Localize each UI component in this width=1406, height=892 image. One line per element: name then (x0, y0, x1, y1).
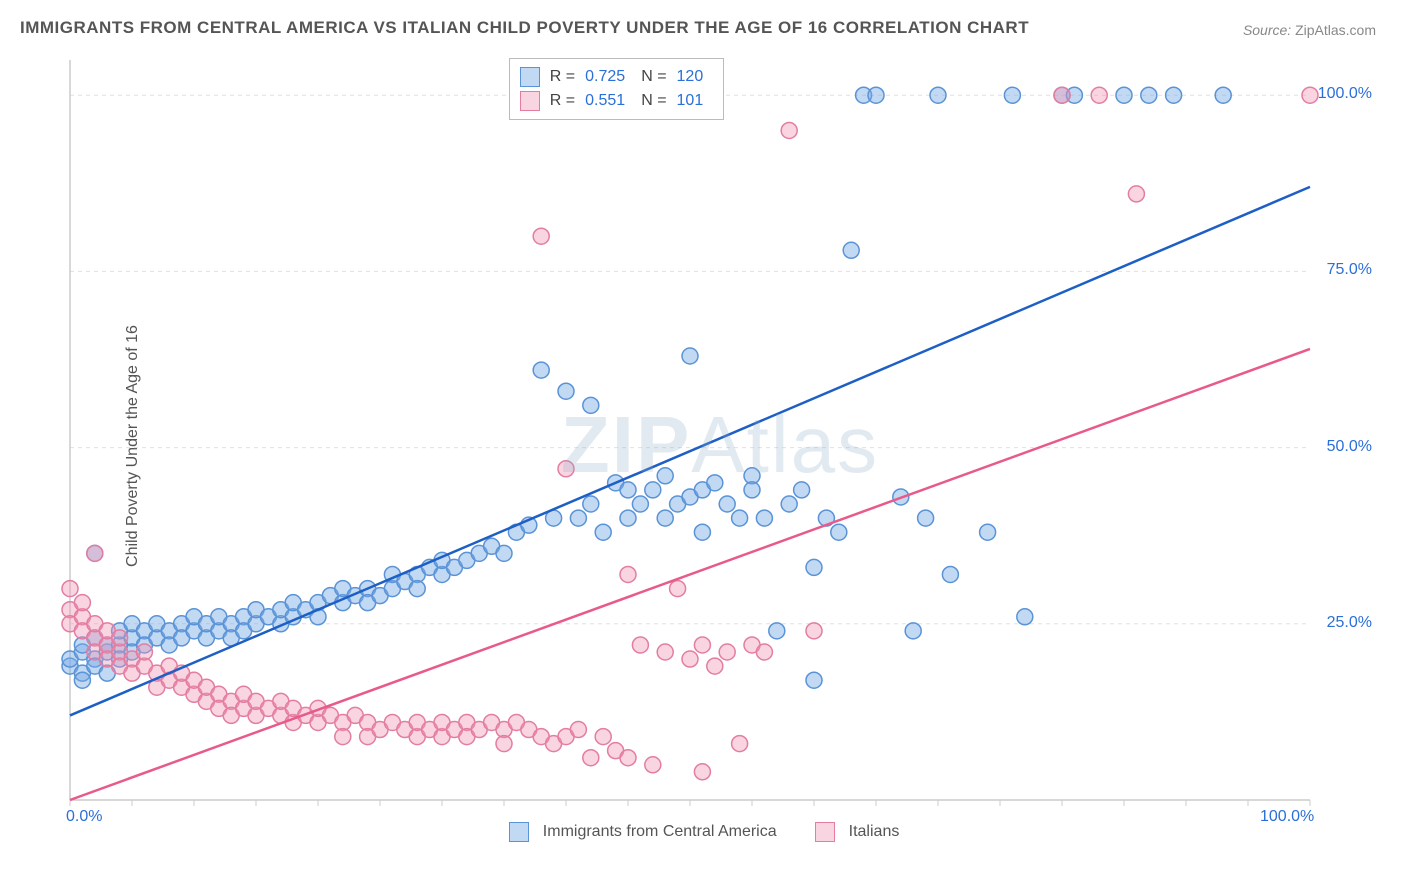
legend-swatch (520, 67, 540, 87)
x-tick-label: 0.0% (66, 808, 102, 826)
x-tick-label: 100.0% (1260, 808, 1314, 826)
stat-n-label: N = (641, 89, 666, 113)
legend-swatch (509, 822, 529, 842)
scatter-chart (60, 50, 1380, 840)
legend-series: Immigrants from Central America Italians (509, 822, 928, 842)
source-attribution: Source: ZipAtlas.com (1243, 22, 1376, 38)
legend-swatch (815, 822, 835, 842)
y-tick-label: 50.0% (1327, 438, 1372, 456)
y-tick-label: 100.0% (1318, 85, 1372, 103)
legend-swatch (520, 91, 540, 111)
stat-n-label: N = (641, 65, 666, 89)
chart-area: ZIPAtlas R =0.725 N =120 R =0.551 N =101… (60, 50, 1380, 840)
legend-stats-row: R = 0.551 N = 101 (520, 89, 713, 113)
legend-series-label: Italians (849, 823, 900, 841)
stat-r-label: R = (550, 65, 575, 89)
stat-n-value: 101 (677, 89, 704, 113)
legend-series-label: Immigrants from Central America (543, 823, 777, 841)
stat-r-value: 0.551 (585, 89, 625, 113)
stat-n-value: 120 (677, 65, 704, 89)
stat-r-label: R = (550, 89, 575, 113)
legend-stats-row: R = 0.725 N = 120 (520, 65, 713, 89)
stat-r-value: 0.725 (585, 65, 625, 89)
y-tick-label: 75.0% (1327, 261, 1372, 279)
chart-title: IMMIGRANTS FROM CENTRAL AMERICA VS ITALI… (20, 18, 1029, 38)
legend-stats-box: R = 0.725 N = 120 R = 0.551 N = 101 (509, 58, 724, 120)
y-tick-label: 25.0% (1327, 614, 1372, 632)
source-value: ZipAtlas.com (1295, 22, 1376, 38)
source-label: Source: (1243, 22, 1291, 38)
